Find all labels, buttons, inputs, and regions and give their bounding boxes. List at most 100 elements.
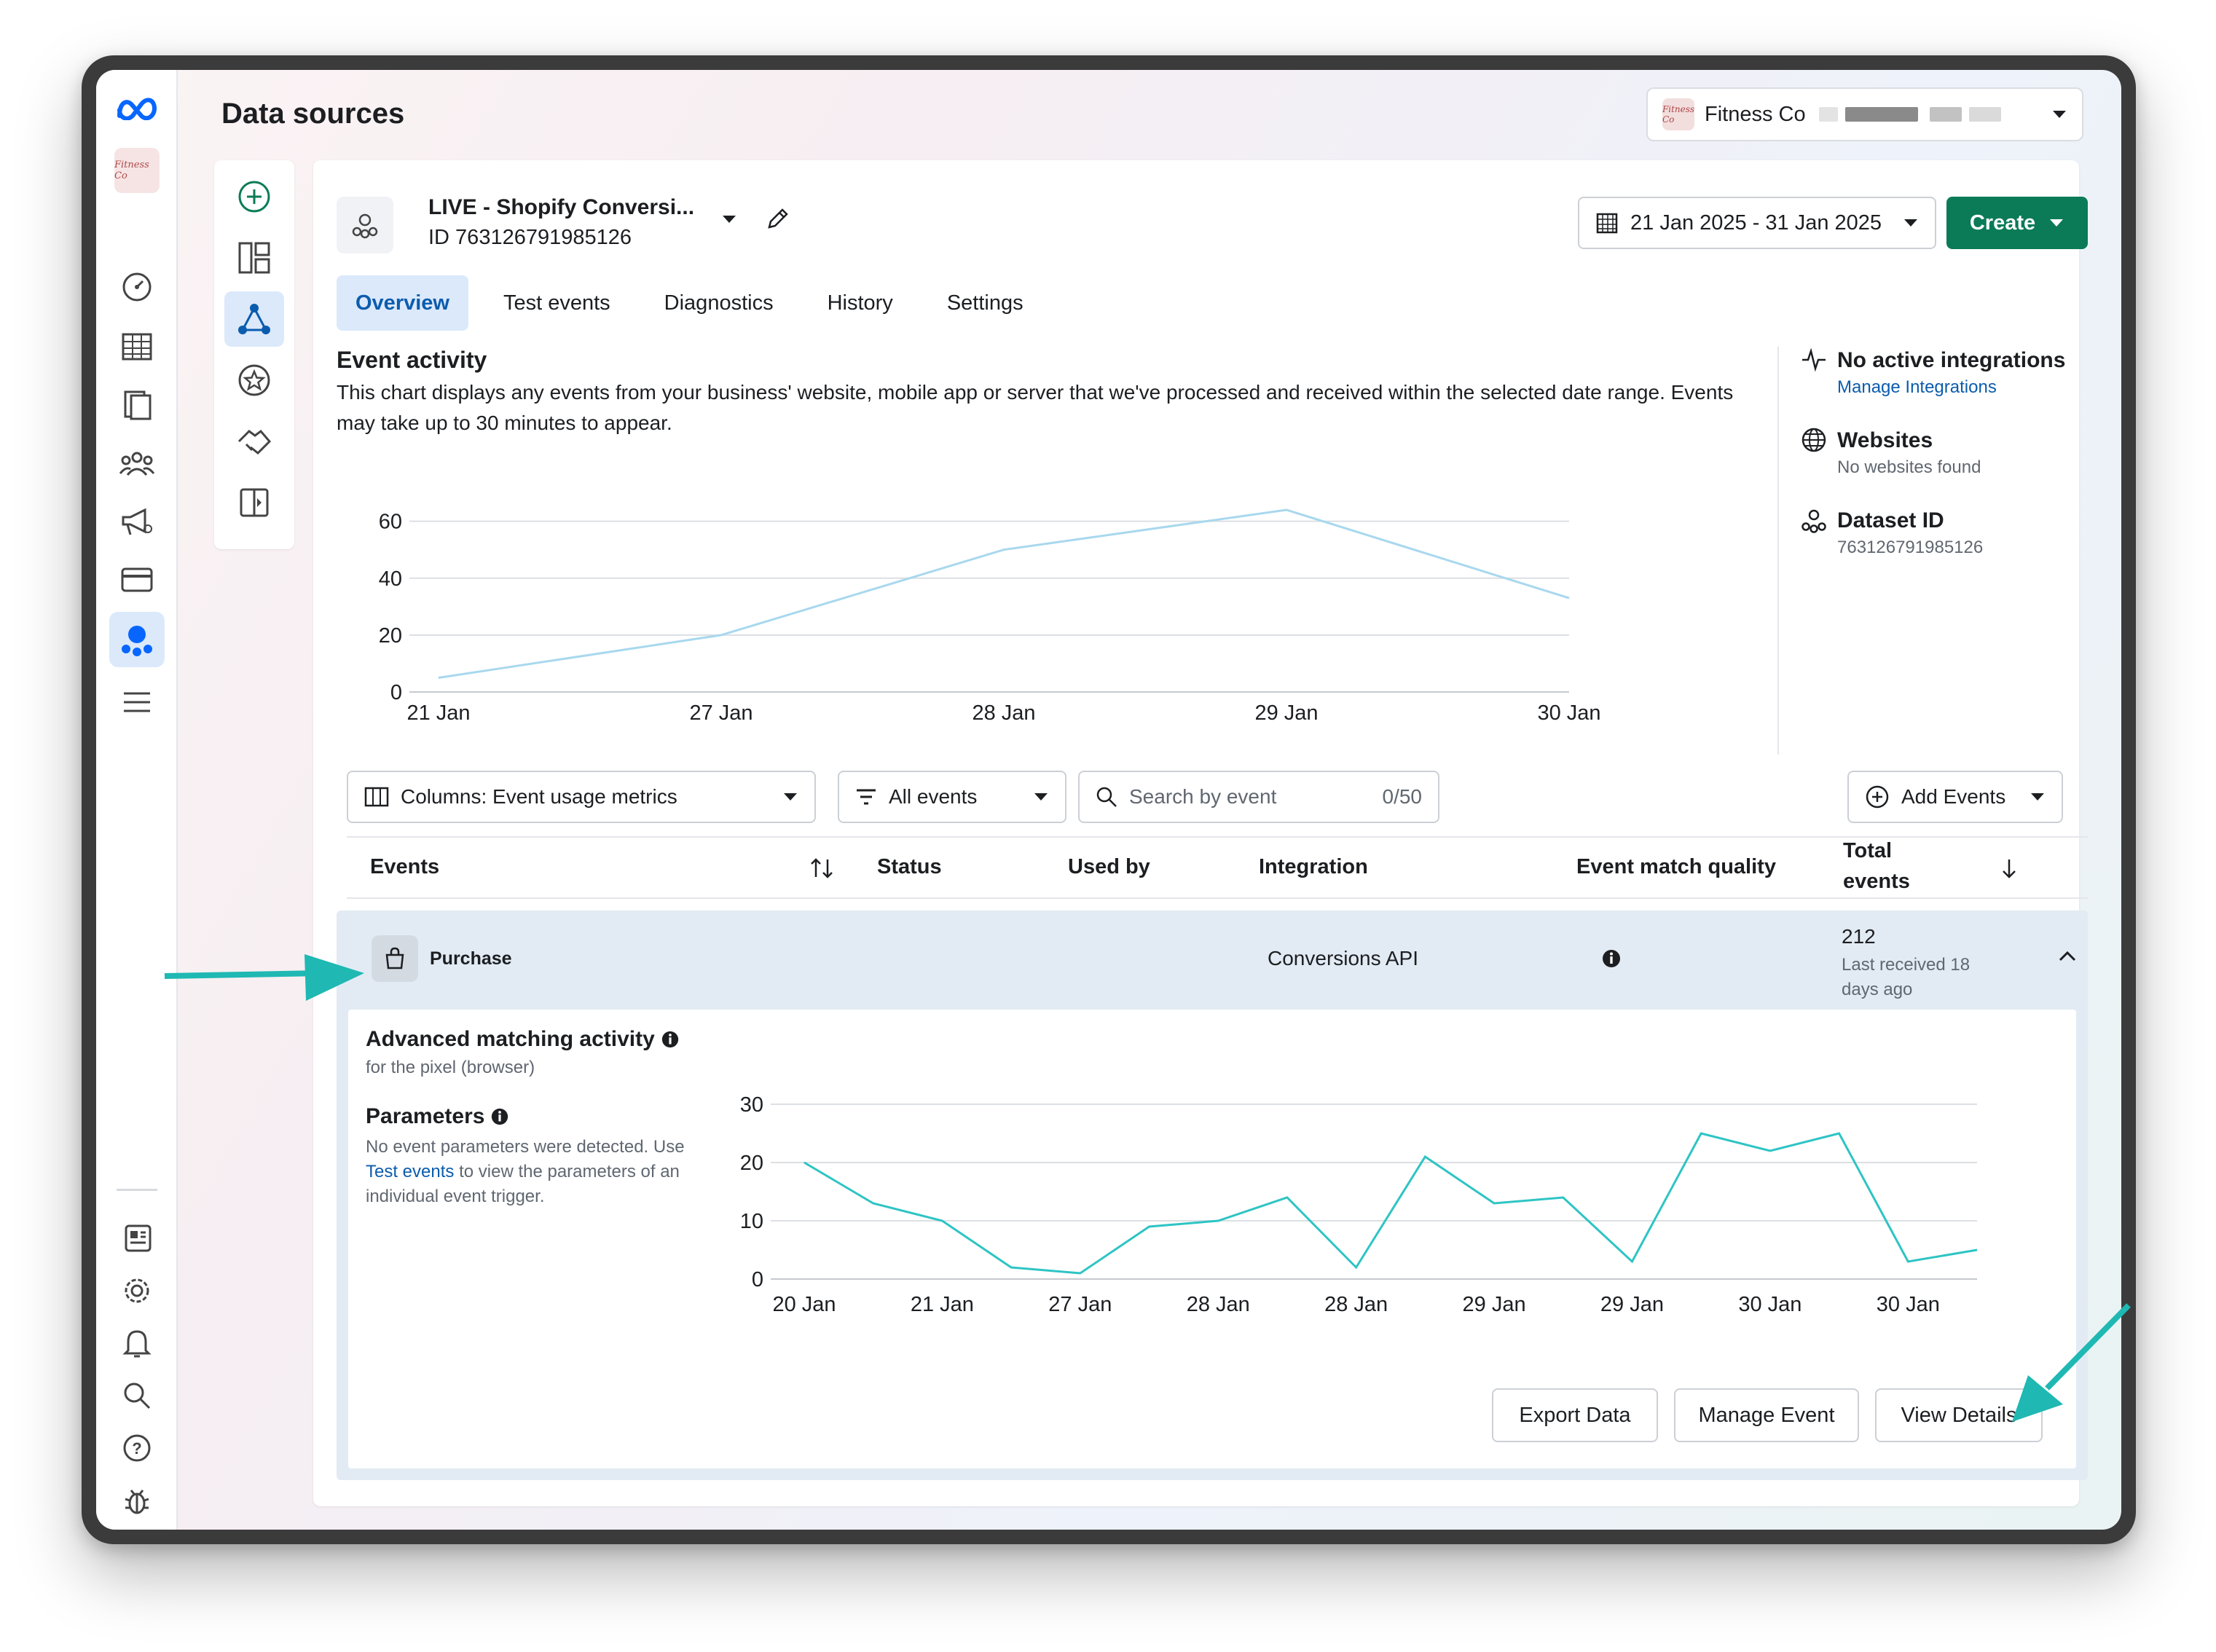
overview-layout-icon[interactable] (224, 230, 284, 286)
y-tick-label: 20 (379, 624, 402, 648)
date-range-label: 21 Jan 2025 - 31 Jan 2025 (1630, 211, 1882, 235)
partner-integrations-icon[interactable] (224, 414, 284, 469)
data-point (1003, 549, 1005, 551)
chevron-up-icon[interactable] (2057, 948, 2078, 967)
connect-data-plus-icon[interactable] (224, 169, 284, 224)
billing-card-icon[interactable] (109, 552, 165, 607)
account-avatar[interactable]: Fitness Co (109, 143, 165, 198)
events-table-header: Events Status Used by Integration Event … (347, 836, 2088, 899)
integrations-title: No active integrations (1837, 348, 2066, 372)
columns-dropdown[interactable]: Columns: Event usage metrics (347, 771, 816, 823)
dataset-switch-chevron-icon[interactable] (721, 214, 737, 228)
main-panel: LIVE - Shopify Conversi... ID 7631267919… (313, 160, 2088, 1506)
y-tick-label: 10 (740, 1210, 763, 1233)
filter-icon (857, 789, 876, 805)
catalog-pages-icon[interactable] (109, 377, 165, 433)
sort-down-arrow-icon[interactable] (2000, 857, 2018, 880)
add-events-label: Add Events (1901, 785, 2006, 808)
x-tick-label: 28 Jan (972, 701, 1035, 725)
search-character-count: 0/50 (1382, 785, 1423, 808)
event-details-panel: Advanced matching activity for the pixel… (337, 1010, 2088, 1480)
column-header-used-by[interactable]: Used by (1068, 855, 1150, 878)
column-header-status[interactable]: Status (877, 855, 942, 878)
column-header-total-line1[interactable]: Total (1843, 839, 1893, 862)
y-tick-label: 20 (740, 1152, 763, 1175)
settings-gear-icon[interactable] (109, 1263, 165, 1318)
x-tick-label: 21 Jan (406, 701, 470, 725)
advanced-matching-heading: Advanced matching activity (366, 1027, 680, 1052)
documentation-book-icon[interactable] (224, 475, 284, 530)
tab-history[interactable]: History (827, 291, 893, 315)
integrations-info: No active integrations Manage Integratio… (1801, 347, 2069, 401)
tab-overview[interactable]: Overview (337, 275, 468, 331)
account-name: Fitness Co (1705, 102, 1806, 126)
data-point (1286, 1197, 1288, 1198)
column-header-event-match-quality[interactable]: Event match quality (1576, 855, 1776, 878)
data-point (1286, 509, 1287, 511)
dataset-icon (337, 197, 393, 253)
dataset-id-title: Dataset ID (1837, 508, 1944, 532)
event-activity-title: Event activity (337, 347, 487, 373)
export-data-button[interactable]: Export Data (1492, 1388, 1658, 1442)
menu-hamburger-icon[interactable] (109, 674, 165, 730)
edit-pencil-icon[interactable] (765, 207, 790, 235)
add-events-button[interactable]: Add Events (1847, 771, 2063, 823)
search-events-input[interactable]: Search by event 0/50 (1078, 771, 1439, 823)
dataset-info-panel: No active integrations Manage Integratio… (1777, 347, 2069, 755)
dashboard-gauge-icon[interactable] (109, 259, 165, 315)
data-sources-icon[interactable] (224, 291, 284, 347)
x-tick-label: 30 Jan (1537, 701, 1600, 725)
sort-arrows-icon[interactable] (809, 857, 835, 880)
column-header-total-line2[interactable]: events (1843, 870, 1910, 893)
event-total: 212 (1842, 925, 1876, 948)
manage-event-button[interactable]: Manage Event (1674, 1388, 1859, 1442)
chevron-down-icon (1904, 219, 1917, 227)
x-tick-label: 20 Jan (772, 1293, 836, 1316)
notifications-bell-icon[interactable] (109, 1315, 165, 1371)
manage-integrations-link[interactable]: Manage Integrations (1837, 377, 1997, 397)
app-screen: Fitness Co (96, 70, 2121, 1530)
audiences-people-icon[interactable] (109, 436, 165, 491)
page-title: Data sources (221, 98, 405, 130)
report-bug-icon[interactable] (109, 1473, 165, 1528)
test-events-link[interactable]: Test events (366, 1162, 455, 1181)
search-icon[interactable] (109, 1368, 165, 1423)
ads-megaphone-icon[interactable] (109, 494, 165, 549)
tab-bar: Overview Test events Diagnostics History… (337, 275, 1058, 331)
data-point (720, 634, 722, 636)
column-header-integration[interactable]: Integration (1259, 855, 1368, 878)
x-tick-label: 28 Jan (1324, 1293, 1388, 1316)
nav-divider (117, 1189, 157, 1191)
custom-conversions-star-icon[interactable] (224, 353, 284, 408)
news-feed-icon[interactable] (109, 1211, 165, 1266)
parameters-desc-part1: No event parameters were detected. Use (366, 1137, 685, 1157)
columns-icon (364, 787, 389, 807)
series-line (438, 508, 1570, 679)
websites-sub: No websites found (1837, 457, 1981, 477)
event-last-received: Last received 18 days ago (1842, 955, 1971, 999)
tab-diagnostics[interactable]: Diagnostics (664, 291, 774, 315)
info-icon[interactable] (490, 1107, 509, 1126)
info-icon[interactable] (661, 1030, 680, 1049)
view-details-button[interactable]: View Details (1875, 1388, 2043, 1442)
y-tick-label: 60 (379, 511, 402, 534)
info-icon[interactable] (1601, 948, 1622, 972)
dataset-id-value: 763126791985126 (1837, 538, 1984, 557)
y-tick-label: 0 (390, 681, 402, 704)
create-button[interactable]: Create (1946, 197, 2088, 249)
help-question-icon[interactable]: ? (109, 1420, 165, 1476)
filter-row: Columns: Event usage metrics All events … (347, 771, 2088, 823)
tab-settings[interactable]: Settings (946, 291, 1023, 315)
account-selector[interactable]: Fitness Co Fitness Co (1646, 87, 2083, 141)
event-filter-dropdown[interactable]: All events (838, 771, 1066, 823)
tab-test-events[interactable]: Test events (503, 291, 610, 315)
add-circle-icon (1866, 785, 1889, 809)
column-header-events[interactable]: Events (370, 855, 440, 878)
table-row[interactable]: Purchase Conversions API 212 Last receiv… (337, 910, 2088, 1010)
events-manager-icon[interactable] (109, 612, 165, 667)
table-grid-icon[interactable] (109, 319, 165, 374)
date-range-picker[interactable]: 21 Jan 2025 - 31 Jan 2025 (1578, 197, 1936, 249)
event-filter-label: All events (889, 785, 978, 808)
x-tick-label: 29 Jan (1600, 1293, 1664, 1316)
meta-logo-icon[interactable] (109, 80, 165, 135)
